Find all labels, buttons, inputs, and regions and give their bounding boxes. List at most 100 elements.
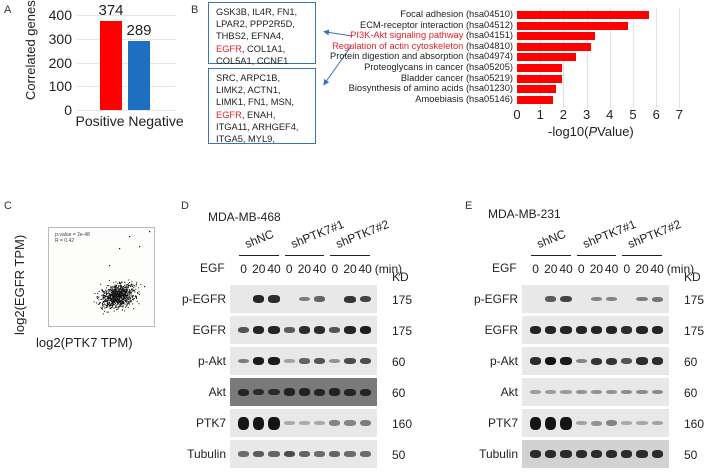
scatter-plot-area: p-value = 2e-48 R = 0.42 — [48, 227, 155, 327]
gene-line: LIMK2, ACTN1, — [216, 85, 281, 96]
protein-band — [590, 390, 602, 394]
group-underline — [239, 255, 279, 256]
protein-band — [545, 390, 557, 394]
protein-band — [283, 450, 295, 458]
gene-line: GSK3B, IL4R, FN1, — [216, 7, 298, 17]
kd-value: 60 — [684, 386, 698, 400]
gene-line: SRC, ARPC1B, — [216, 73, 281, 83]
protein-band — [314, 421, 326, 425]
grid-line — [633, 8, 634, 108]
protein-band — [575, 450, 587, 458]
protein-band — [283, 327, 295, 333]
xlabel-part: Value) — [597, 124, 634, 139]
gene-line-rest: , COL1A1, — [241, 43, 286, 54]
protein-band — [329, 420, 341, 426]
protein-band — [329, 327, 341, 333]
protein-band — [606, 326, 618, 334]
protein-band — [545, 416, 557, 430]
grid-line — [76, 110, 176, 111]
pathway-label: Protein digestion and absorption (hsa049… — [330, 51, 513, 61]
kd-value: 50 — [684, 448, 698, 462]
protein-band — [344, 420, 356, 426]
kd-value: 160 — [392, 417, 413, 431]
protein-band — [590, 420, 602, 426]
group-underline — [622, 255, 662, 256]
pathway-label: Focal adhesion (hsa04510) — [400, 9, 513, 19]
egf-treatment-label: EGF — [200, 261, 225, 275]
x-tick-label: 5 — [629, 107, 637, 122]
y-tick-label: 100 — [48, 78, 72, 95]
timepoint-label: 0 — [240, 262, 247, 276]
protein-band — [651, 326, 663, 334]
timepoint-label: 20 — [252, 262, 266, 276]
timepoint-label: 40 — [358, 262, 372, 276]
row-label-p-akt: p-Akt — [197, 354, 226, 368]
protein-band — [575, 390, 587, 394]
protein-band — [651, 296, 663, 302]
timepoint-label: 0 — [285, 262, 293, 276]
row-label-tubulin: Tubulin — [479, 447, 518, 461]
pathway-id: (hsa05205) — [465, 62, 513, 72]
protein-band — [530, 390, 542, 394]
protein-band — [329, 388, 341, 396]
protein-band — [283, 421, 295, 425]
grid-line — [76, 15, 176, 16]
p-value-annotation: p-value = 2e-48 — [55, 232, 90, 238]
protein-band — [359, 326, 371, 334]
protein-band — [268, 357, 280, 365]
highlighted-gene-egfr: EGFR — [216, 109, 242, 120]
protein-band — [314, 326, 326, 334]
gene-line: ITGA5, MYL9, — [216, 134, 275, 145]
grid-line — [76, 86, 176, 88]
b-x-axis-label: -log10(PValue) — [548, 124, 634, 139]
x-tick-label: 4 — [606, 107, 614, 122]
pathway-label: Biosynthesis of amino acids (hsa01230) — [349, 83, 513, 93]
protein-band — [621, 421, 633, 425]
row-label-p-egfr: p-EGFR — [181, 292, 226, 306]
protein-band — [314, 388, 326, 396]
xlabel-part-italic: P — [588, 124, 598, 139]
protein-band — [359, 451, 371, 457]
kd-value: 175 — [392, 293, 413, 307]
protein-band — [560, 450, 572, 458]
c-y-axis-label: log2(EGFR TPM) — [12, 234, 27, 335]
protein-band — [545, 357, 557, 365]
protein-band — [253, 451, 265, 457]
pathway-label: Regulation of actin cytoskeleton (hsa048… — [332, 41, 513, 51]
blot-strip-egfr — [230, 316, 377, 344]
kd-value: 60 — [392, 355, 406, 369]
protein-band — [298, 388, 310, 396]
protein-band — [651, 421, 663, 425]
pathway-bar — [517, 85, 557, 94]
grid-line — [679, 8, 681, 108]
blot-strip-ptk7 — [522, 409, 669, 437]
blot-strip-p-akt — [230, 347, 377, 375]
protein-band — [238, 358, 250, 364]
pathway-name: Bladder cancer — [400, 72, 464, 83]
blot-strip-ptk7 — [230, 409, 377, 437]
protein-band — [606, 390, 618, 394]
kd-value: 160 — [684, 417, 705, 431]
timepoint-label: 40 — [312, 262, 327, 276]
pathway-name: Amoebiasis — [415, 93, 464, 104]
protein-band — [636, 421, 648, 425]
y-tick-label: 400 — [48, 7, 72, 23]
x-tick-label: 2 — [559, 107, 567, 122]
row-label-egfr: EGFR — [484, 323, 518, 337]
blot-strip-p-egfr — [522, 285, 669, 313]
connector-arrows — [323, 29, 353, 86]
panel-letter-b: B — [191, 4, 199, 16]
r-annotation: R = 0.42 — [55, 238, 75, 244]
protein-band — [344, 295, 356, 303]
pathway-name: Regulation of actin cytoskeleton — [332, 40, 464, 51]
gene-line: EGFR, COL1A1, — [216, 43, 308, 55]
group-underline — [576, 255, 617, 256]
protein-band — [268, 416, 280, 430]
blot-strip-p-egfr — [230, 285, 377, 313]
protein-band — [560, 295, 572, 303]
protein-band — [329, 359, 341, 363]
protein-band — [268, 295, 280, 303]
protein-band — [329, 451, 341, 457]
protein-band — [253, 295, 265, 303]
protein-band — [606, 296, 618, 302]
